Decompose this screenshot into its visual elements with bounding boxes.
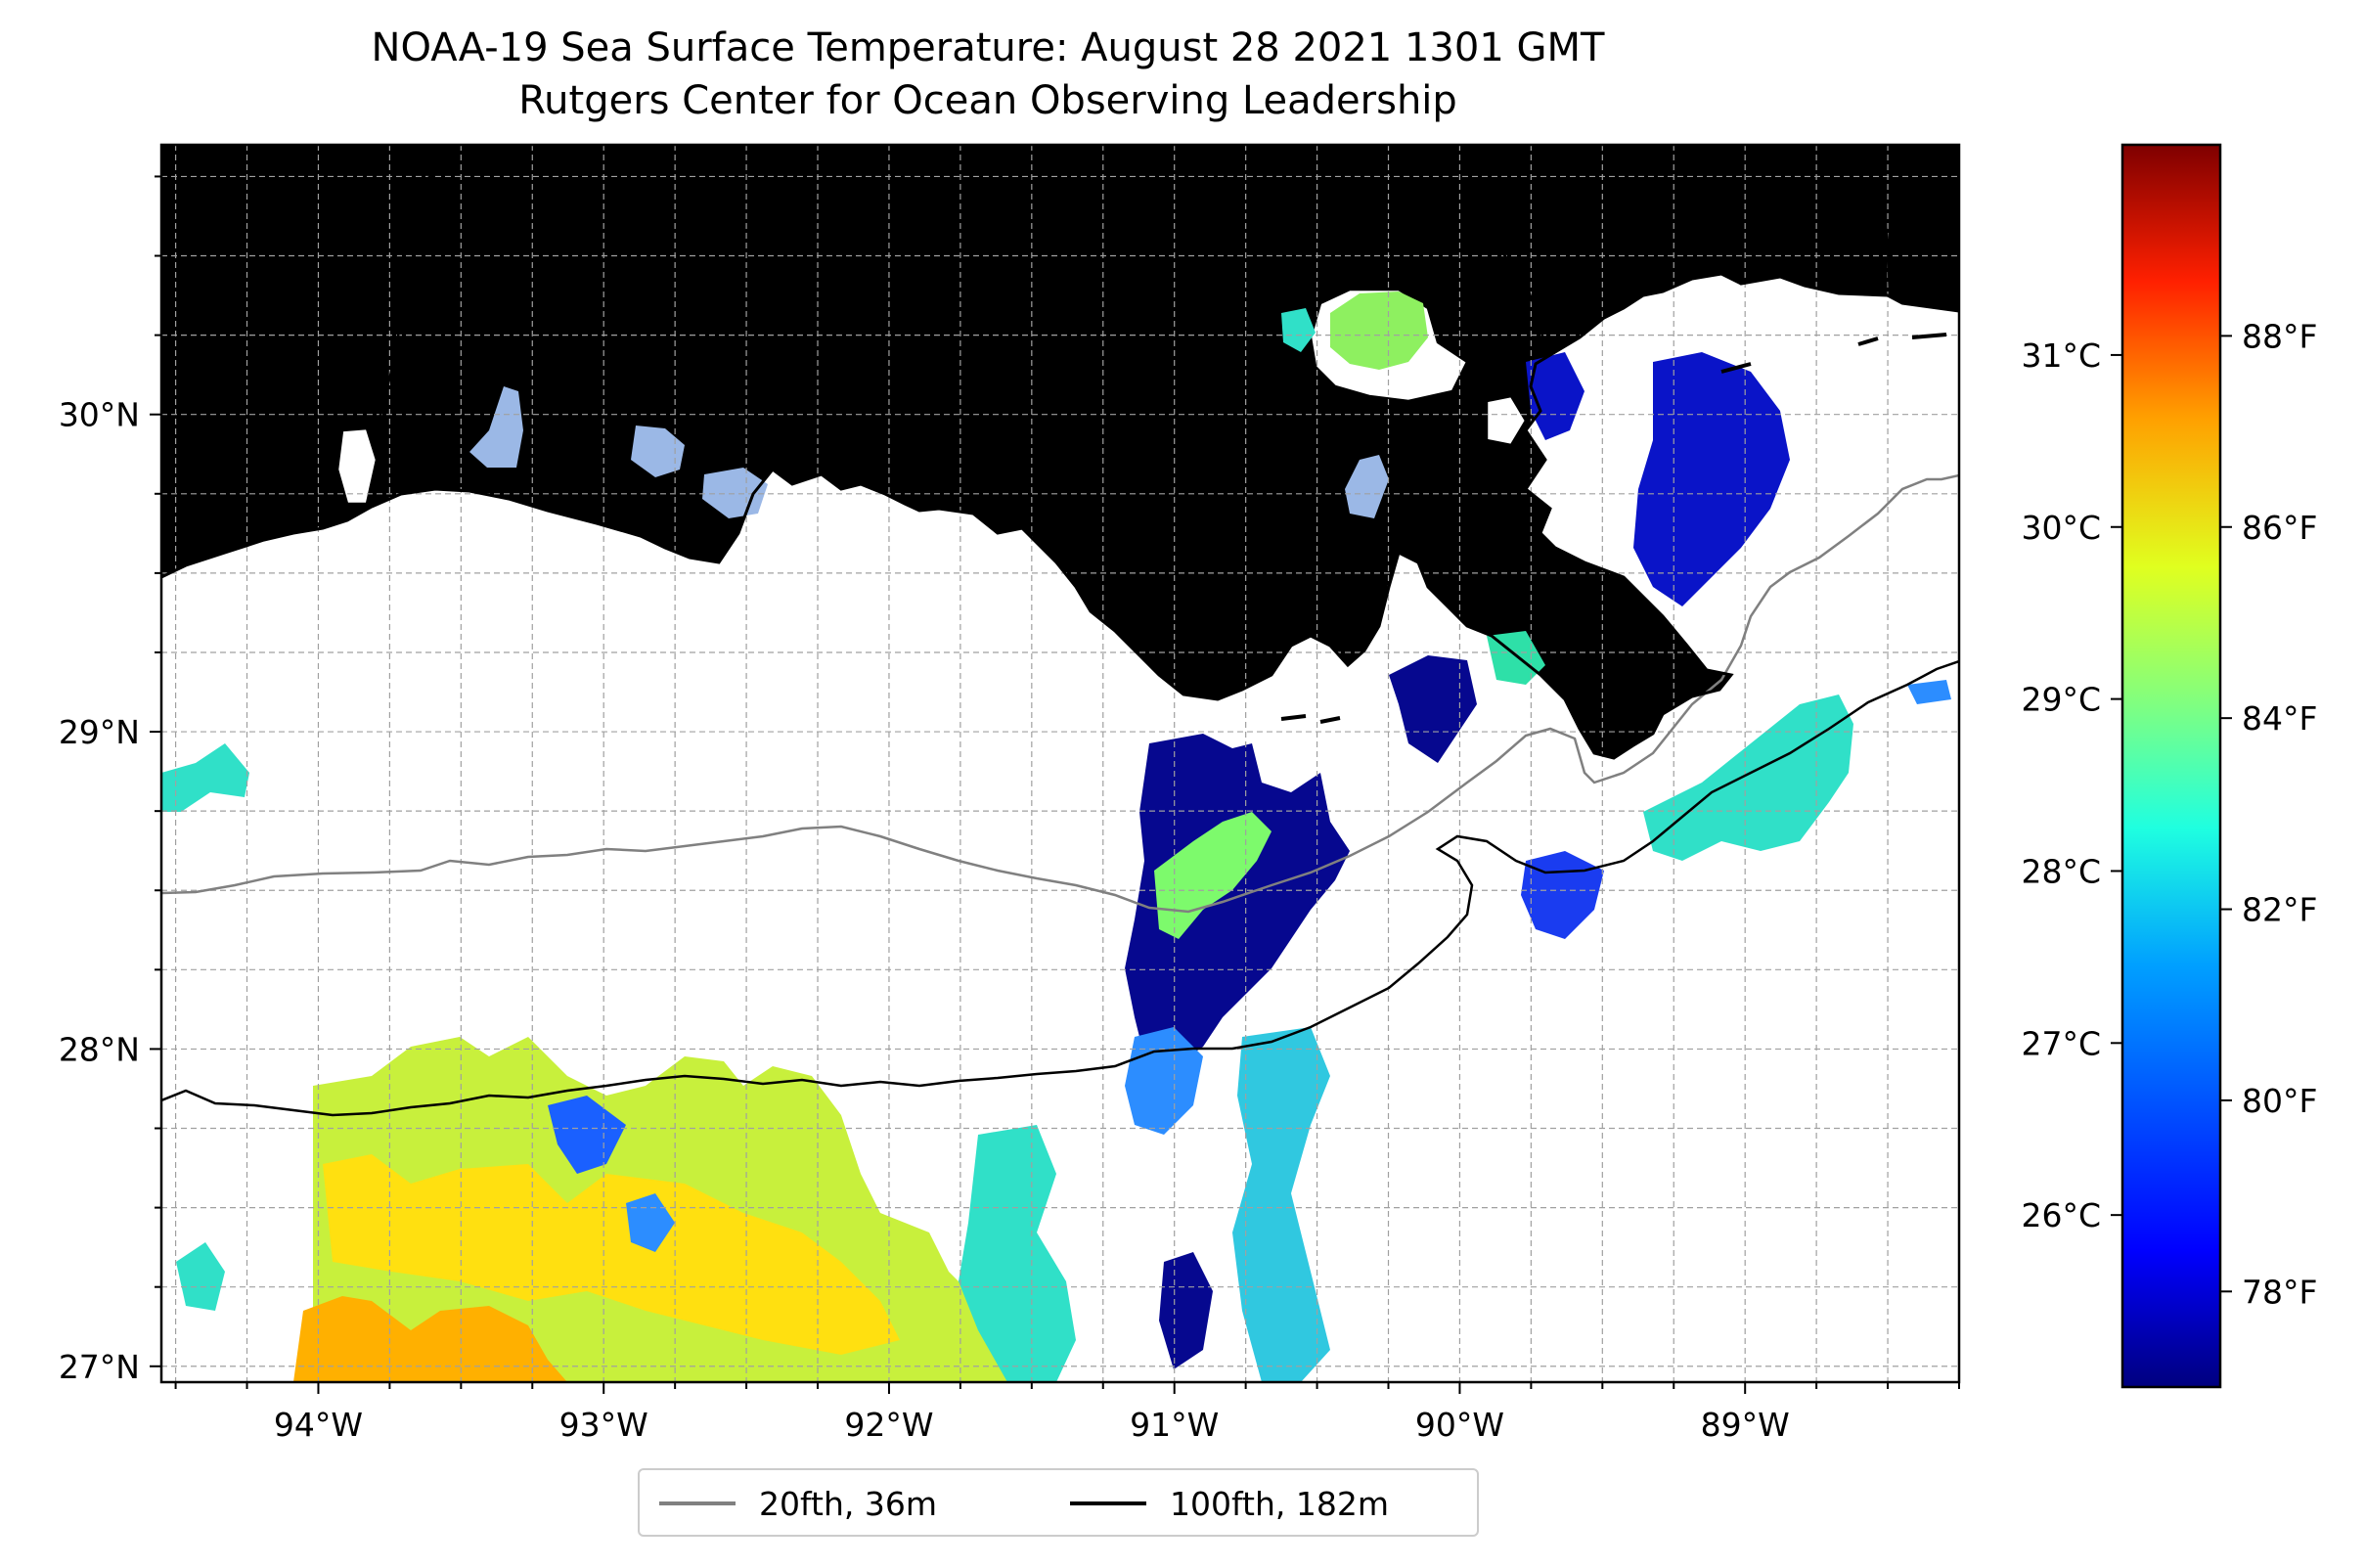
lon-tick-label: 92°W [844, 1406, 933, 1444]
sst-patch-gulf-sw-cool [548, 1096, 626, 1174]
isobath-100fth [161, 659, 1959, 1117]
colorbar-fahrenheit-axis: 78°F 80°F 82°F 84°F 86°F 88°F [2220, 317, 2317, 1311]
legend-item-20fth: 20fth, 36m [659, 1482, 937, 1525]
latitude-axis: 27°N 28°N 29°N 30°N [59, 175, 161, 1386]
lat-tick-label: 29°N [59, 713, 140, 751]
title-line-2: Rutgers Center for Ocean Observing Leade… [518, 78, 1457, 123]
sst-patch-central-dark [1125, 734, 1350, 1066]
sst-data-layer [161, 291, 1951, 1382]
lake-calcasieu [469, 386, 523, 468]
land-louisiana-texas [161, 145, 1959, 758]
title-line-1: NOAA-19 Sea Surface Temperature: August … [371, 25, 1605, 70]
lake-borgne [1485, 394, 1528, 447]
sst-patch-gulf-sw-orange [293, 1296, 567, 1382]
legend-item-100fth: 100fth, 182m [1070, 1482, 1389, 1525]
chart-title: NOAA-19 Sea Surface Temperature: August … [0, 22, 1976, 127]
sst-patch-lake-small [1281, 308, 1316, 352]
lon-tick-label: 91°W [1130, 1406, 1219, 1444]
lake-white [702, 468, 768, 518]
colorbar-frame [2120, 143, 2222, 1389]
isobath-legend: 20fth, 36m 100fth, 182m [638, 1468, 1479, 1537]
sst-patch-east-shelf [1643, 694, 1853, 861]
sst-patch-central-bottom [1232, 1027, 1330, 1382]
colorbar: 26°C 27°C 28°C 29°C 30°C 31°C 78°F 80°F 82°F 84°… [2021, 143, 2317, 1389]
colorbar-celsius-label: 26°C [2021, 1196, 2101, 1234]
colorbar-celsius-label: 27°C [2021, 1024, 2101, 1062]
sst-patch-gulf-mid [959, 1125, 1076, 1382]
isobath-20fth [161, 473, 1959, 914]
lon-tick-label: 93°W [559, 1406, 648, 1444]
legend-swatch-100fth [1070, 1501, 1146, 1505]
sst-patch-sound [1633, 352, 1790, 606]
barrier-islands [1280, 333, 1947, 724]
state-border-la-ms [1485, 145, 1547, 358]
colorbar-fahrenheit-label: 88°F [2242, 317, 2317, 355]
lat-tick-label: 28°N [59, 1030, 140, 1068]
legend-label-20fth: 20fth, 36m [759, 1484, 937, 1523]
colorbar-celsius-label: 28°C [2021, 852, 2101, 890]
sst-patch-lake-green [1330, 291, 1428, 370]
colorbar-celsius-label: 31°C [2021, 336, 2101, 375]
sst-patch-central-green [1154, 812, 1272, 939]
legend-swatch-20fth [659, 1501, 736, 1505]
sst-patch-west-small [176, 1242, 225, 1311]
colorbar-celsius-label: 29°C [2021, 681, 2101, 719]
lake-sabine [335, 426, 379, 506]
lon-tick-label: 89°W [1701, 1406, 1790, 1444]
lake-grand [631, 426, 685, 477]
sst-patch-east-small [1907, 680, 1951, 704]
legend-label-100fth: 100fth, 182m [1170, 1484, 1389, 1523]
lat-tick-label: 30°N [59, 396, 140, 434]
state-border-ms-al [1876, 145, 1892, 294]
sst-patch-sound-west [1526, 352, 1584, 440]
colorbar-fahrenheit-label: 80°F [2242, 1082, 2317, 1120]
colorbar-fahrenheit-label: 78°F [2242, 1273, 2317, 1311]
colorbar-fahrenheit-label: 82°F [2242, 891, 2317, 929]
state-border-tx-la [375, 145, 440, 431]
sst-patch-west-edge [161, 743, 249, 812]
sst-patch-east-shelf-dark [1521, 851, 1604, 939]
lat-tick-label: 27°N [59, 1348, 140, 1386]
lon-tick-label: 94°W [274, 1406, 363, 1444]
sst-patch-delta-west [1389, 655, 1477, 763]
colorbar-fahrenheit-label: 84°F [2242, 699, 2317, 738]
graticule [161, 145, 1959, 1382]
colorbar-gradient [2122, 145, 2220, 1387]
longitude-axis: 94°W 93°W 92°W 91°W 90°W 89°W [174, 1382, 1960, 1444]
map-frame [159, 143, 1961, 1384]
lon-tick-label: 90°W [1415, 1406, 1504, 1444]
lake-small [1345, 455, 1389, 518]
colorbar-celsius-axis: 26°C 27°C 28°C 29°C 30°C 31°C [2021, 336, 2122, 1234]
sst-patch-gulf-sw-yellow [323, 1154, 900, 1355]
sst-patch-central-bottom2 [1159, 1252, 1213, 1369]
coastline [161, 272, 1959, 760]
colorbar-celsius-label: 30°C [2021, 509, 2101, 547]
colorbar-fahrenheit-label: 86°F [2242, 509, 2317, 547]
